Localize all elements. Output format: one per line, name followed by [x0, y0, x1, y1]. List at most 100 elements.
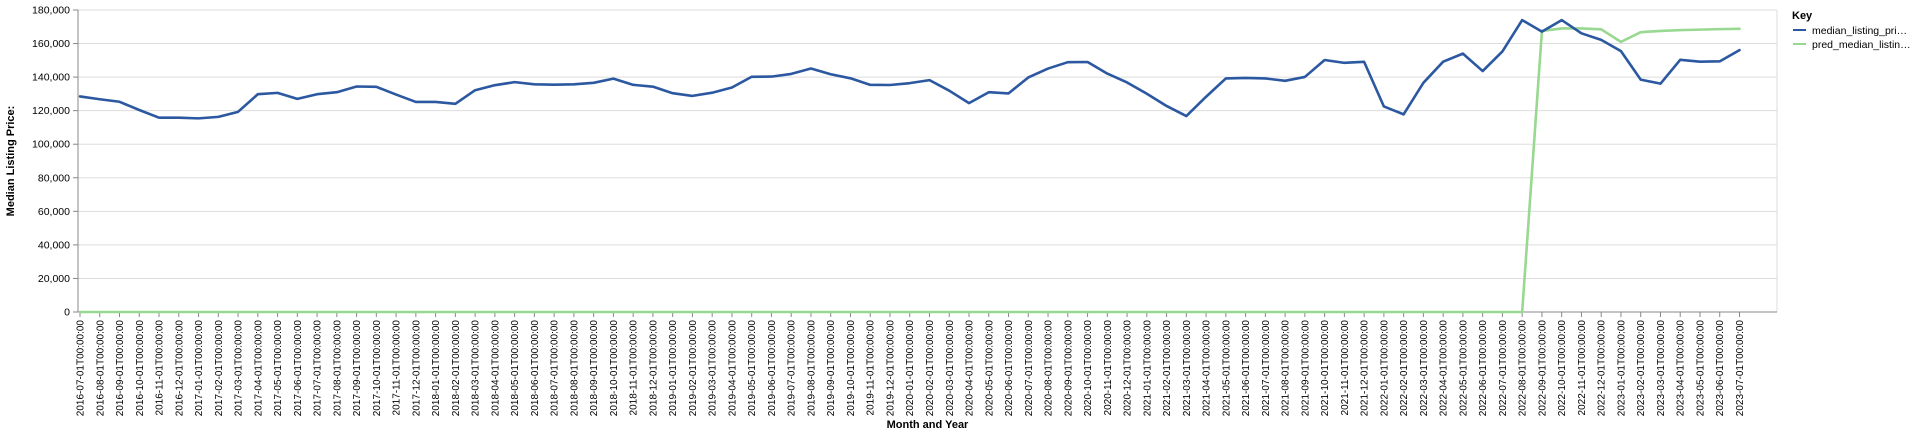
x-tick-label: 2018-10-01T00:00:00: [609, 320, 620, 417]
x-tick-label: 2021-04-01T00:00:00: [1202, 320, 1213, 417]
x-tick-label: 2019-04-01T00:00:00: [727, 320, 738, 417]
x-tick-label: 2016-11-01T00:00:00: [155, 320, 166, 416]
y-tick-label: 160,000: [32, 38, 70, 50]
x-tick-label: 2023-01-01T00:00:00: [1616, 320, 1627, 417]
x-tick-label: 2019-09-01T00:00:00: [826, 320, 837, 417]
x-tick-label: 2023-05-01T00:00:00: [1695, 320, 1706, 417]
x-tick-label: 2023-04-01T00:00:00: [1676, 320, 1687, 417]
x-tick-label: 2019-06-01T00:00:00: [767, 320, 778, 417]
y-tick-label: 80,000: [38, 172, 70, 184]
x-tick-label: 2019-07-01T00:00:00: [787, 320, 798, 417]
x-tick-label: 2022-04-01T00:00:00: [1439, 320, 1450, 417]
x-tick-label: 2020-01-01T00:00:00: [905, 320, 916, 417]
y-tick-label: 140,000: [32, 72, 70, 84]
y-axis-title: Median Listing Price:: [5, 106, 17, 217]
x-tick-label: 2020-11-01T00:00:00: [1103, 320, 1114, 416]
series-lines: [78, 18, 1741, 314]
x-tick-label: 2019-05-01T00:00:00: [747, 320, 758, 417]
x-tick-label: 2021-08-01T00:00:00: [1281, 320, 1292, 417]
legend: Key median_listing_pri… pred_median_listi…: [1792, 10, 1911, 51]
x-tick-label: 2022-09-01T00:00:00: [1537, 320, 1548, 417]
x-tick-label: 2018-01-01T00:00:00: [431, 320, 442, 417]
x-tick-label: 2020-05-01T00:00:00: [984, 320, 995, 417]
y-tick-label: 0: [64, 307, 70, 319]
x-tick-label: 2017-08-01T00:00:00: [332, 320, 343, 417]
x-tick-label: 2016-12-01T00:00:00: [174, 320, 185, 417]
x-tick-label: 2022-03-01T00:00:00: [1419, 320, 1430, 417]
x-tick-label: 2017-11-01T00:00:00: [392, 320, 403, 416]
x-tick-label: 2022-10-01T00:00:00: [1557, 320, 1568, 417]
legend-label-pred-median-listing-price: pred_median_listin…: [1812, 39, 1911, 51]
grid-lines: [78, 9, 1778, 313]
x-tick-label: 2016-09-01T00:00:00: [115, 320, 126, 417]
x-tick-label: 2018-04-01T00:00:00: [490, 320, 501, 417]
x-tick-label: 2020-07-01T00:00:00: [1024, 320, 1035, 417]
x-tick-label: 2021-06-01T00:00:00: [1241, 320, 1252, 417]
x-tick-label: 2021-11-01T00:00:00: [1340, 320, 1351, 416]
x-tick-label: 2022-11-01T00:00:00: [1577, 320, 1588, 416]
y-tick-label: 60,000: [38, 206, 70, 218]
x-tick-label: 2020-06-01T00:00:00: [1004, 320, 1015, 417]
x-tick-label: 2022-12-01T00:00:00: [1597, 320, 1608, 417]
x-axis-title: Month and Year: [887, 419, 969, 431]
x-tick-label: 2017-07-01T00:00:00: [313, 320, 324, 417]
x-tick-label: 2022-02-01T00:00:00: [1399, 320, 1410, 417]
x-tick-label: 2020-08-01T00:00:00: [1044, 320, 1055, 417]
x-tick-label: 2018-08-01T00:00:00: [569, 320, 580, 417]
x-tick-label: 2017-05-01T00:00:00: [273, 320, 284, 417]
series-line-median-listing-price: [78, 18, 1741, 120]
y-tick-label: 100,000: [32, 139, 70, 151]
series-line-pred-median-listing-price: [78, 27, 1741, 314]
x-tick-label: 2020-03-01T00:00:00: [945, 320, 956, 417]
y-tick-label: 40,000: [38, 239, 70, 251]
x-tick-label: 2020-02-01T00:00:00: [925, 320, 936, 417]
x-axis: 2016-07-01T00:00:00 2016-08-01T00:00:00 20…: [76, 311, 1777, 417]
x-tick-label: 2019-11-01T00:00:00: [866, 320, 877, 416]
x-tick-label: 2019-12-01T00:00:00: [885, 320, 896, 417]
legend-title: Key: [1792, 10, 1813, 22]
x-tick-label: 2021-01-01T00:00:00: [1142, 320, 1153, 417]
x-tick-label: 2023-07-01T00:00:00: [1735, 320, 1746, 417]
x-tick-label: 2019-01-01T00:00:00: [668, 320, 679, 417]
y-tick-label: 180,000: [32, 5, 70, 17]
x-tick-label: 2017-01-01T00:00:00: [194, 320, 205, 417]
x-tick-label: 2017-06-01T00:00:00: [293, 320, 304, 417]
x-tick-label: 2020-10-01T00:00:00: [1083, 320, 1094, 417]
x-tick-label: 2023-02-01T00:00:00: [1636, 320, 1647, 417]
x-tick-label: 2020-04-01T00:00:00: [965, 320, 976, 417]
x-tick-label: 2019-03-01T00:00:00: [708, 320, 719, 417]
x-tick-label: 2022-08-01T00:00:00: [1518, 320, 1529, 417]
x-tick-label: 2021-07-01T00:00:00: [1261, 320, 1272, 417]
y-tick-label: 120,000: [32, 105, 70, 117]
x-tick-label: 2018-12-01T00:00:00: [648, 320, 659, 417]
x-tick-label: 2018-07-01T00:00:00: [550, 320, 561, 417]
x-tick-label: 2017-09-01T00:00:00: [352, 320, 363, 417]
x-tick-label: 2018-02-01T00:00:00: [451, 320, 462, 417]
x-tick-label: 2018-03-01T00:00:00: [471, 320, 482, 417]
x-tick-label: 2016-08-01T00:00:00: [95, 320, 106, 417]
x-tick-label: 2016-07-01T00:00:00: [76, 320, 87, 417]
x-tick-label: 2019-02-01T00:00:00: [688, 320, 699, 417]
x-tick-label: 2017-02-01T00:00:00: [214, 320, 225, 417]
x-tick-label: 2022-01-01T00:00:00: [1379, 320, 1390, 417]
x-tick-label: 2017-03-01T00:00:00: [234, 320, 245, 417]
x-tick-label: 2018-09-01T00:00:00: [589, 320, 600, 417]
x-tick-label: 2021-05-01T00:00:00: [1221, 320, 1232, 417]
x-tick-label: 2018-06-01T00:00:00: [530, 320, 541, 417]
x-tick-label: 2021-10-01T00:00:00: [1320, 320, 1331, 417]
x-tick-label: 2020-09-01T00:00:00: [1063, 320, 1074, 417]
x-tick-label: 2023-03-01T00:00:00: [1656, 320, 1667, 417]
x-tick-label: 2019-10-01T00:00:00: [846, 320, 857, 417]
x-tick-label: 2021-03-01T00:00:00: [1182, 320, 1193, 417]
x-tick-label: 2023-06-01T00:00:00: [1715, 320, 1726, 417]
x-tick-label: 2021-12-01T00:00:00: [1360, 320, 1371, 417]
x-tick-label: 2022-07-01T00:00:00: [1498, 320, 1509, 417]
x-tick-label: 2019-08-01T00:00:00: [806, 320, 817, 417]
x-tick-label: 2022-06-01T00:00:00: [1478, 320, 1489, 417]
x-tick-label: 2017-12-01T00:00:00: [411, 320, 422, 417]
x-tick-label: 2021-09-01T00:00:00: [1300, 320, 1311, 417]
x-tick-label: 2016-10-01T00:00:00: [135, 320, 146, 417]
x-tick-label: 2022-05-01T00:00:00: [1458, 320, 1469, 417]
